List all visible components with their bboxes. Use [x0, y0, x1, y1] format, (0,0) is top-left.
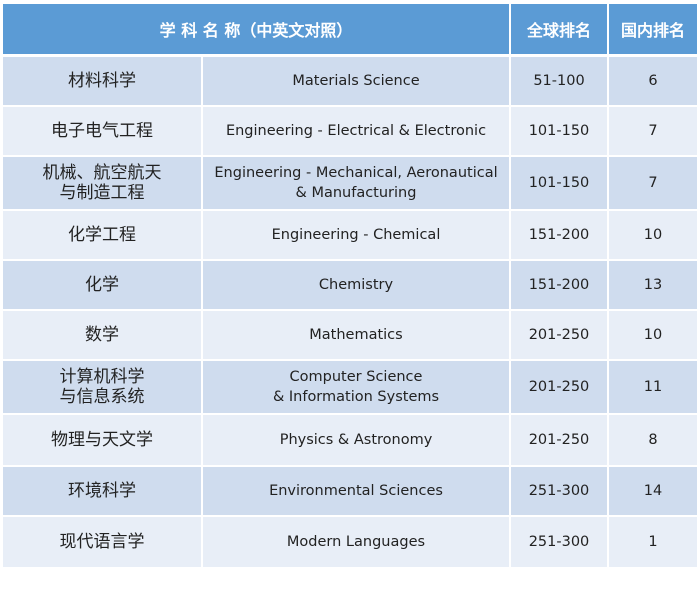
global-rank: 251-300	[511, 467, 609, 517]
table-row: 物理与天文学 Physics & Astronomy 201-250 8	[3, 415, 697, 467]
subject-chinese-line: 计算机科学	[59, 367, 145, 387]
subject-chinese: 现代语言学	[3, 517, 203, 569]
subject-chinese-line: 化学工程	[68, 225, 136, 245]
global-rank: 201-250	[511, 311, 609, 361]
table-row: 化学工程 Engineering - Chemical 151-200 10	[3, 211, 697, 261]
domestic-rank: 7	[609, 157, 697, 211]
subject-chinese-line: 材料科学	[68, 71, 136, 91]
subject-english-line: Modern Languages	[286, 534, 426, 550]
subject-chinese: 数学	[3, 311, 203, 361]
subject-chinese-line: 电子电气工程	[51, 121, 153, 141]
global-rank: 101-150	[511, 107, 609, 157]
domestic-rank: 14	[609, 467, 697, 517]
subject-english-line: & Information Systems	[272, 389, 440, 405]
global-rank: 101-150	[511, 157, 609, 211]
subject-english-line: Chemistry	[318, 277, 394, 293]
domestic-rank: 11	[609, 361, 697, 415]
subject-english-line: Physics & Astronomy	[279, 432, 433, 448]
subject-chinese: 化学工程	[3, 211, 203, 261]
subject-english: Engineering - Electrical & Electronic	[203, 107, 511, 157]
subject-english-line: Engineering - Mechanical, Aeronautical	[214, 165, 498, 181]
subject-chinese: 环境科学	[3, 467, 203, 517]
subject-english-line: Mathematics	[309, 327, 403, 343]
domestic-rank: 7	[609, 107, 697, 157]
global-rank: 51-100	[511, 57, 609, 107]
subject-english: Computer Science & Information Systems	[203, 361, 511, 415]
table-row: 化学 Chemistry 151-200 13	[3, 261, 697, 311]
table-row: 环境科学 Environmental Sciences 251-300 14	[3, 467, 697, 517]
subject-chinese: 材料科学	[3, 57, 203, 107]
subject-english-line: & Manufacturing	[295, 185, 417, 201]
header-global-rank: 全球排名	[511, 4, 609, 57]
subject-chinese-line: 与信息系统	[59, 387, 145, 407]
subject-english: Materials Science	[203, 57, 511, 107]
domestic-rank: 8	[609, 415, 697, 467]
header-domestic-rank: 国内排名	[609, 4, 697, 57]
table-row: 数学 Mathematics 201-250 10	[3, 311, 697, 361]
subject-ranking-table: 学 科 名 称（中英文对照） 全球排名 国内排名 材料科学 Materials S…	[3, 4, 697, 569]
subject-english: Modern Languages	[203, 517, 511, 569]
domestic-rank: 10	[609, 311, 697, 361]
subject-chinese: 电子电气工程	[3, 107, 203, 157]
subject-english: Environmental Sciences	[203, 467, 511, 517]
subject-chinese-line: 环境科学	[68, 481, 136, 501]
subject-chinese: 物理与天文学	[3, 415, 203, 467]
subject-english-line: Materials Science	[292, 73, 420, 89]
subject-chinese-line: 与制造工程	[59, 183, 145, 203]
subject-english-line: Engineering - Electrical & Electronic	[225, 123, 487, 139]
domestic-rank: 6	[609, 57, 697, 107]
subject-english: Chemistry	[203, 261, 511, 311]
header-row: 学 科 名 称（中英文对照） 全球排名 国内排名	[3, 4, 697, 57]
subject-english: Engineering - Chemical	[203, 211, 511, 261]
subject-english-line: Computer Science	[289, 369, 423, 385]
subject-english: Mathematics	[203, 311, 511, 361]
table-row: 计算机科学 与信息系统 Computer Science & Information …	[3, 361, 697, 415]
domestic-rank: 10	[609, 211, 697, 261]
subject-chinese-line: 现代语言学	[59, 532, 145, 552]
subject-chinese-line: 化学	[85, 275, 119, 295]
subject-chinese-line: 机械、航空航天	[42, 163, 162, 183]
table-row: 现代语言学 Modern Languages 251-300 1	[3, 517, 697, 569]
subject-english-line: Environmental Sciences	[269, 483, 443, 499]
global-rank: 151-200	[511, 261, 609, 311]
subject-chinese: 计算机科学 与信息系统	[3, 361, 203, 415]
global-rank: 201-250	[511, 415, 609, 467]
subject-english-line: Engineering - Chemical	[271, 227, 441, 243]
subject-chinese: 化学	[3, 261, 203, 311]
table-row: 机械、航空航天 与制造工程 Engineering - Mechanical, Ae…	[3, 157, 697, 211]
domestic-rank: 1	[609, 517, 697, 569]
table-row: 电子电气工程 Engineering - Electrical & Electro…	[3, 107, 697, 157]
global-rank: 201-250	[511, 361, 609, 415]
subject-english: Physics & Astronomy	[203, 415, 511, 467]
subject-chinese-line: 物理与天文学	[51, 430, 153, 450]
global-rank: 251-300	[511, 517, 609, 569]
subject-chinese-line: 数学	[85, 325, 119, 345]
subject-chinese: 机械、航空航天 与制造工程	[3, 157, 203, 211]
domestic-rank: 13	[609, 261, 697, 311]
header-subject: 学 科 名 称（中英文对照）	[3, 4, 511, 57]
global-rank: 151-200	[511, 211, 609, 261]
subject-english: Engineering - Mechanical, Aeronautical & …	[203, 157, 511, 211]
table-row: 材料科学 Materials Science 51-100 6	[3, 57, 697, 107]
